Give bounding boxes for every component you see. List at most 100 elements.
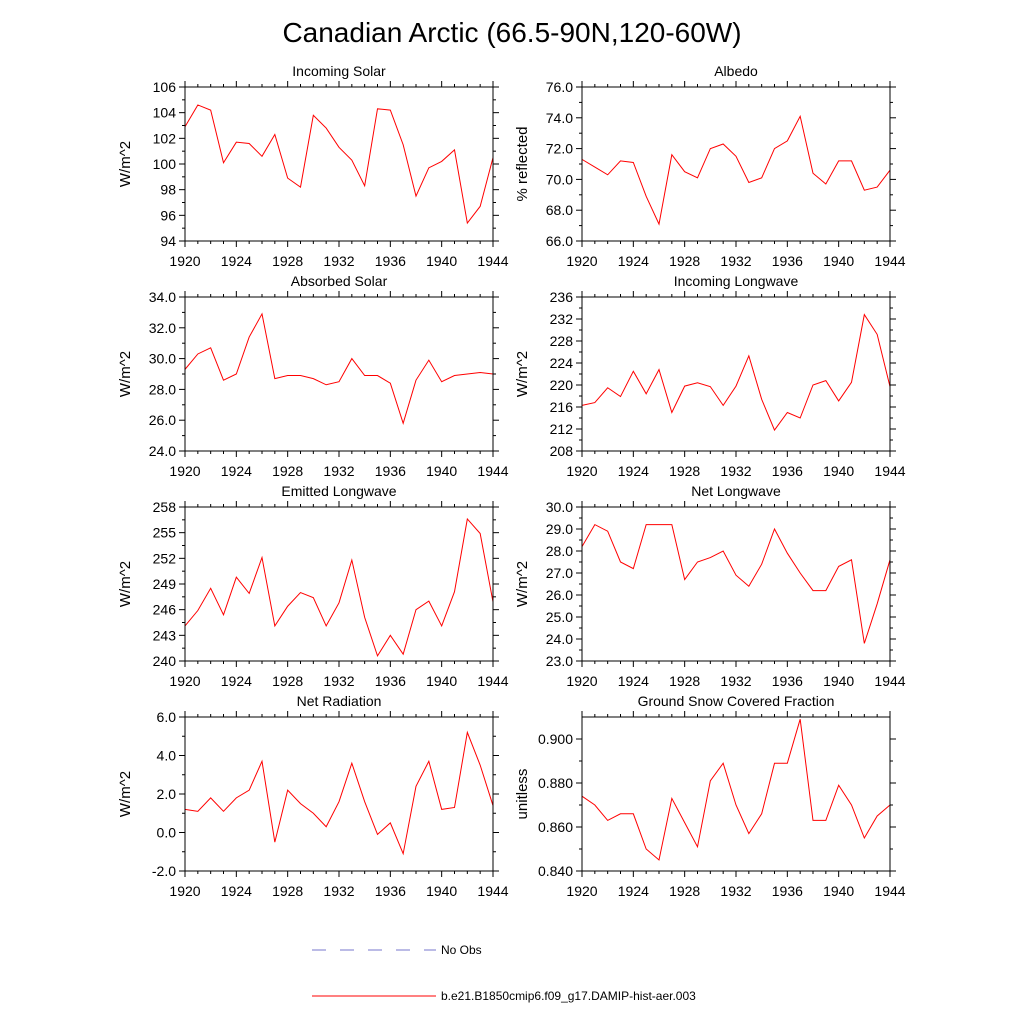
x-tick-label: 1924 (221, 463, 252, 479)
y-tick-label: 28.0 (546, 543, 573, 559)
y-tick-label: 104 (153, 105, 177, 121)
y-tick-label: 6.0 (157, 709, 177, 725)
x-tick-label: 1920 (566, 883, 597, 899)
y-tick-label: 27.0 (546, 565, 573, 581)
x-tick-label: 1944 (477, 463, 508, 479)
y-tick-label: 208 (550, 443, 574, 459)
x-tick-label: 1940 (426, 463, 457, 479)
chart-panel: Net Longwave W/m^2 23.0 24.0 25.0 26.0 27.0 28.… (514, 483, 906, 689)
plot-frame (184, 86, 494, 242)
x-tick-label: 1944 (477, 883, 508, 899)
y-axis-label: unitless (514, 769, 531, 820)
y-axis-label: W/m^2 (117, 771, 134, 817)
y-tick-label: 0.900 (538, 731, 573, 747)
chart-panel: Albedo % reflected 66.0 68.0 70.0 72.0 74.0 76.… (514, 63, 906, 269)
series-line (184, 517, 494, 658)
chart-title: Albedo (714, 63, 758, 79)
y-tick-label: 34.0 (149, 289, 176, 305)
y-tick-label: 72.0 (546, 141, 573, 157)
chart-title: Net Radiation (297, 693, 382, 709)
x-tick-label: 1928 (272, 673, 303, 689)
x-tick-label: 1944 (874, 253, 905, 269)
plot-frame (184, 506, 494, 662)
y-tick-label: 23.0 (546, 653, 573, 669)
plot-frame (581, 506, 891, 662)
x-tick-label: 1928 (272, 253, 303, 269)
chart-panel: Incoming Solar W/m^2 94 96 98 100 102 104 106 192… (117, 63, 509, 269)
legend-obs-label: No Obs (441, 943, 482, 957)
series-line (581, 114, 891, 226)
x-tick-label: 1940 (823, 673, 854, 689)
y-tick-label: 246 (153, 602, 177, 618)
y-tick-label: 30.0 (149, 351, 176, 367)
x-tick-label: 1932 (323, 463, 354, 479)
x-tick-label: 1932 (323, 673, 354, 689)
y-tick-label: 30.0 (546, 499, 573, 515)
y-tick-label: 24.0 (149, 443, 176, 459)
x-tick-label: 1924 (618, 673, 649, 689)
y-tick-label: 216 (550, 399, 574, 415)
y-tick-label: 102 (153, 130, 177, 146)
y-tick-label: 94 (160, 233, 176, 249)
y-tick-label: 0.880 (538, 775, 573, 791)
x-tick-label: 1936 (772, 463, 803, 479)
x-tick-label: 1936 (375, 253, 406, 269)
chart-panel: Ground Snow Covered Fraction unitless 0.84… (514, 693, 906, 899)
x-tick-label: 1920 (566, 253, 597, 269)
x-tick-label: 1924 (221, 673, 252, 689)
y-tick-label: 249 (153, 576, 177, 592)
y-tick-label: 76.0 (546, 79, 573, 95)
y-tick-label: 232 (550, 311, 574, 327)
plot-frame (184, 296, 494, 452)
chart-panel: Emitted Longwave W/m^2 240 243 246 249 252 255 2… (117, 483, 509, 689)
x-tick-label: 1920 (169, 673, 200, 689)
x-tick-label: 1928 (669, 883, 700, 899)
y-tick-label: 98 (160, 182, 176, 198)
y-tick-label: 24.0 (546, 631, 573, 647)
x-tick-label: 1928 (272, 883, 303, 899)
y-axis-label: % reflected (514, 126, 531, 201)
x-tick-label: 1936 (772, 673, 803, 689)
y-tick-label: 29.0 (546, 521, 573, 537)
y-tick-label: 96 (160, 207, 176, 223)
x-tick-label: 1944 (874, 883, 905, 899)
x-tick-label: 1944 (477, 673, 508, 689)
x-tick-label: 1920 (169, 463, 200, 479)
x-tick-label: 1928 (669, 673, 700, 689)
y-tick-label: 26.0 (546, 587, 573, 603)
x-tick-label: 1924 (221, 883, 252, 899)
y-tick-label: 100 (153, 156, 177, 172)
x-tick-label: 1936 (375, 463, 406, 479)
plot-frame (581, 296, 891, 452)
y-axis-label: W/m^2 (514, 351, 531, 397)
x-tick-label: 1940 (823, 463, 854, 479)
y-tick-label: 240 (153, 653, 177, 669)
y-tick-label: 255 (153, 525, 177, 541)
y-axis-label: W/m^2 (514, 561, 531, 607)
x-tick-label: 1932 (720, 253, 751, 269)
x-tick-label: 1920 (169, 253, 200, 269)
series-line (184, 312, 494, 425)
x-tick-label: 1932 (323, 253, 354, 269)
x-tick-label: 1944 (874, 673, 905, 689)
y-tick-label: 220 (550, 377, 574, 393)
x-tick-label: 1924 (618, 253, 649, 269)
x-tick-label: 1936 (375, 883, 406, 899)
y-tick-label: 224 (550, 355, 574, 371)
y-tick-label: 25.0 (546, 609, 573, 625)
figure-title: Canadian Arctic (66.5-90N,120-60W) (282, 17, 741, 48)
y-tick-label: 74.0 (546, 110, 573, 126)
series-line (184, 730, 494, 856)
x-tick-label: 1924 (221, 253, 252, 269)
series-line (581, 313, 891, 432)
y-tick-label: 0.0 (157, 825, 177, 841)
chart-title: Ground Snow Covered Fraction (638, 693, 835, 709)
y-tick-label: 66.0 (546, 233, 573, 249)
x-tick-label: 1932 (323, 883, 354, 899)
chart-title: Incoming Solar (292, 63, 386, 79)
chart-title: Net Longwave (691, 483, 781, 499)
x-tick-label: 1928 (669, 253, 700, 269)
legend-model-label: b.e21.B1850cmip6.f09_g17.DAMIP-hist-aer.… (441, 989, 696, 1003)
series-line (184, 104, 494, 225)
y-tick-label: 2.0 (157, 786, 177, 802)
